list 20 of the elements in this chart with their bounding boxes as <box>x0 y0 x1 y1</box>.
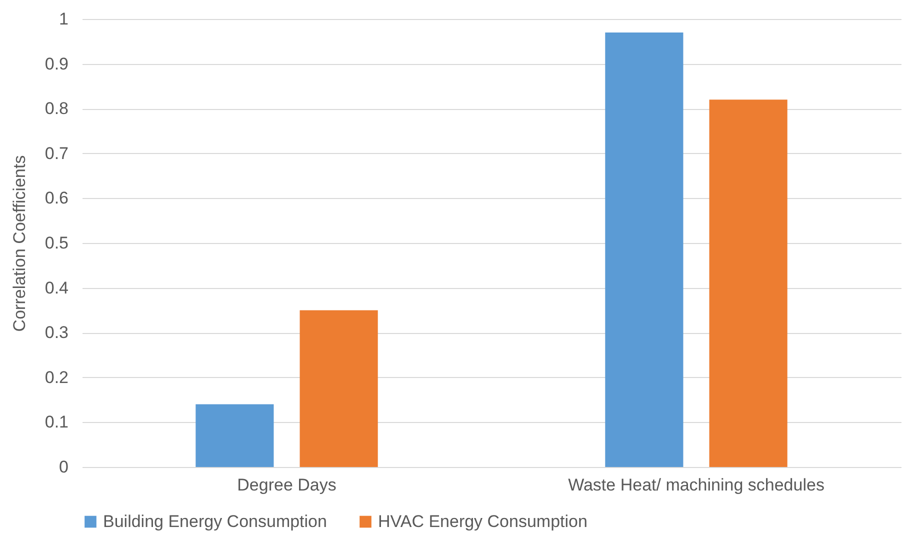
legend-label: HVAC Energy Consumption <box>378 512 588 531</box>
y-tick-label: 0.4 <box>44 278 68 298</box>
y-tick-label: 0.5 <box>44 234 68 252</box>
y-tick-label: 0.8 <box>44 99 68 118</box>
x-tick-label: Waste Heat/ machining schedules <box>568 476 824 494</box>
y-tick-label: 0.1 <box>44 412 68 432</box>
y-tick-label: 0.9 <box>44 54 68 74</box>
bar <box>300 310 378 467</box>
y-tick-label: 0.7 <box>44 144 68 163</box>
x-tick-label: Degree Days <box>237 476 336 494</box>
y-tick-label: 0.2 <box>44 368 68 387</box>
y-axis-title: Correlation Coefficients <box>10 155 29 332</box>
bar <box>709 100 788 467</box>
legend-label: Building Energy Consumption <box>103 512 327 531</box>
bar <box>196 404 274 467</box>
y-tick-label: 1 <box>59 10 68 28</box>
y-tick-label: 0 <box>59 458 68 476</box>
bar <box>605 32 684 467</box>
y-tick-label: 0.3 <box>44 323 68 342</box>
y-tick-label: 0.6 <box>44 188 68 208</box>
